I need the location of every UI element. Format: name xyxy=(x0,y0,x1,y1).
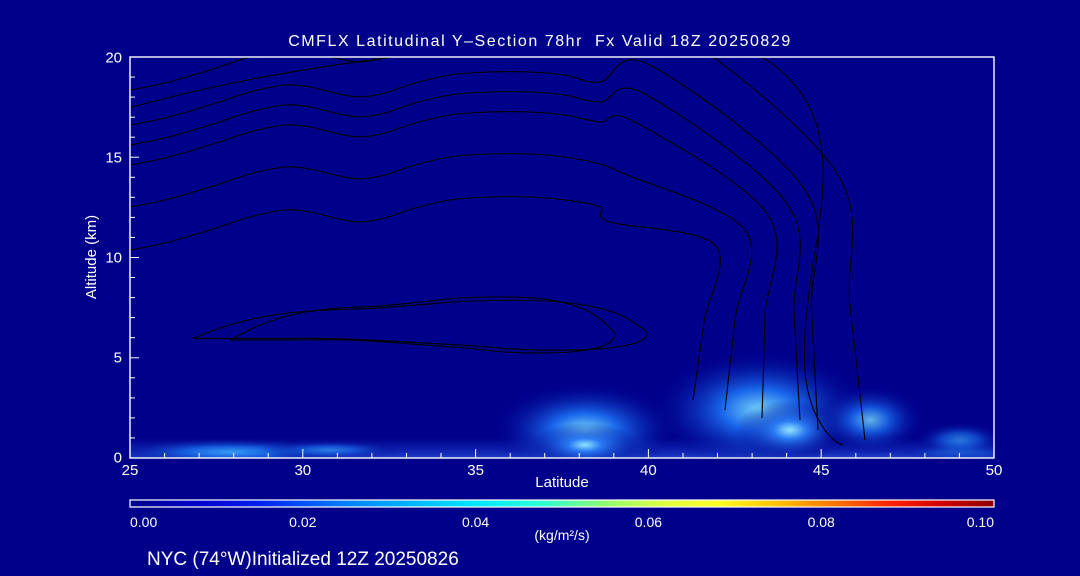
svg-text:40: 40 xyxy=(640,462,657,479)
svg-text:Altitude (km): Altitude (km) xyxy=(83,215,100,299)
svg-text:Latitude: Latitude xyxy=(535,474,588,491)
svg-text:15: 15 xyxy=(105,150,122,167)
svg-text:0.10: 0.10 xyxy=(967,514,994,530)
svg-text:20: 20 xyxy=(105,50,122,67)
svg-text:0.00: 0.00 xyxy=(130,514,157,530)
svg-text:10: 10 xyxy=(105,250,122,267)
svg-text:30: 30 xyxy=(294,462,311,479)
svg-text:50: 50 xyxy=(986,462,1003,479)
svg-text:0: 0 xyxy=(114,450,122,467)
svg-text:0.02: 0.02 xyxy=(289,514,316,530)
svg-text:0.06: 0.06 xyxy=(635,514,662,530)
svg-text:45: 45 xyxy=(813,462,830,479)
svg-text:5: 5 xyxy=(114,350,122,367)
svg-text:0.08: 0.08 xyxy=(808,514,835,530)
svg-text:(kg/m²/s): (kg/m²/s) xyxy=(534,527,589,543)
svg-text:25: 25 xyxy=(122,462,139,479)
svg-text:NYC (74°W)Initialized 12Z 2025: NYC (74°W)Initialized 12Z 20250826 xyxy=(147,549,459,570)
svg-text:0.04: 0.04 xyxy=(462,514,489,530)
svg-text:35: 35 xyxy=(467,462,484,479)
